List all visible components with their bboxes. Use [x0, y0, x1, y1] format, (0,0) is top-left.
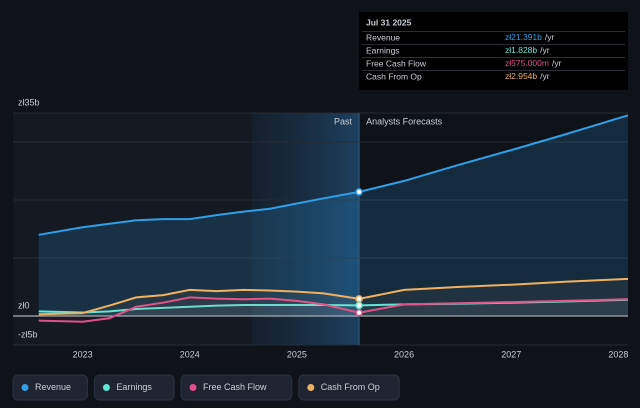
tooltip-value: zł2.954b/yr	[505, 71, 550, 81]
tooltip-unit: /yr	[545, 32, 555, 42]
forecast-label: Analysts Forecasts	[366, 116, 443, 126]
tooltip-value: zł575.000m/yr	[505, 58, 562, 68]
y-tick-label: -zł5b	[18, 329, 38, 339]
tooltip-value-number: zł2.954b	[505, 71, 537, 81]
x-tick-label: 2024	[180, 349, 200, 359]
last-year-region	[251, 113, 360, 345]
x-tick-label: 2026	[394, 349, 414, 359]
series-line	[38, 114, 629, 236]
tooltip-value-number: zł21.391b	[505, 32, 542, 42]
legend-item[interactable]: Revenue	[12, 374, 88, 401]
x-tick-label: 2028	[608, 349, 628, 359]
series-area	[38, 278, 628, 316]
legend-button	[180, 374, 293, 401]
point-marker	[355, 301, 363, 310]
legend-item[interactable]: Earnings	[93, 374, 175, 401]
legend-label: Free Cash Flow	[203, 382, 267, 392]
tooltip-value-number: zł1.828b	[505, 45, 537, 55]
legend-item[interactable]: Cash From Op	[298, 374, 400, 401]
tooltip-unit: /yr	[540, 45, 550, 55]
legend-item[interactable]: Free Cash Flow	[180, 374, 293, 401]
tooltip-value-number: zł575.000m	[505, 58, 549, 68]
tooltip-date: Jul 31 2025	[366, 17, 412, 27]
past-label: Past	[334, 116, 353, 126]
tooltip-unit: /yr	[552, 58, 562, 68]
legend-button	[298, 374, 400, 401]
series-area	[38, 115, 628, 316]
legend-button	[93, 374, 175, 401]
tooltip-label: Earnings	[366, 45, 400, 55]
tooltip: Jul 31 2025 Revenue zł21.391b/yr Earnings zł…	[359, 12, 628, 90]
series-line	[38, 296, 629, 323]
legend-button	[12, 374, 88, 401]
tooltip-unit: /yr	[540, 71, 550, 81]
point-marker	[355, 295, 363, 303]
tooltip-value: zł21.391b/yr	[505, 32, 554, 42]
series-line	[38, 277, 629, 316]
tooltip-value: zł1.828b/yr	[505, 45, 550, 55]
legend-swatch	[102, 384, 110, 391]
legend-swatch	[21, 384, 29, 391]
tooltip-label: Cash From Op	[366, 71, 422, 81]
legend-label: Earnings	[116, 382, 152, 392]
legend-label: Revenue	[35, 382, 71, 392]
x-tick-label: 2023	[73, 349, 93, 359]
tooltip-box	[359, 12, 628, 90]
x-tick-label: 2025	[287, 349, 307, 359]
legend-swatch	[189, 384, 197, 391]
tooltip-label: Free Cash Flow	[366, 58, 427, 68]
tooltip-label: Revenue	[366, 32, 400, 42]
y-tick-label: zł35b	[18, 97, 40, 107]
point-marker	[355, 188, 363, 196]
x-tick-label: 2027	[501, 349, 521, 359]
legend-label: Cash From Op	[321, 382, 380, 392]
legend-swatch	[307, 384, 315, 391]
point-marker	[355, 308, 363, 317]
y-tick-label: zł0	[18, 300, 30, 310]
